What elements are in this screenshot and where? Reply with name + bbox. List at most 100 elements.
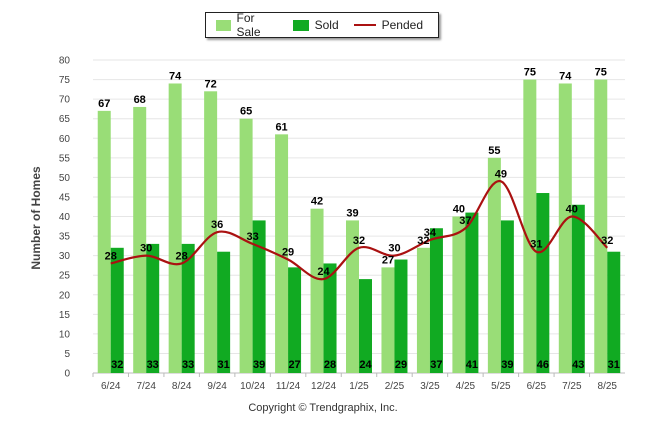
- x-tick-label: 1/25: [349, 381, 369, 392]
- sold-bar: [607, 251, 621, 373]
- sold-bar: [181, 243, 195, 373]
- legend-label-pended: Pended: [381, 18, 423, 32]
- legend-label-for-sale: For Sale: [236, 11, 261, 39]
- for-sale-bar: [275, 134, 289, 373]
- for-sale-data-label: 75: [524, 67, 536, 79]
- y-tick-label: 20: [59, 290, 71, 301]
- x-tick-label: 3/25: [420, 381, 440, 392]
- for-sale-data-label: 74: [559, 70, 572, 82]
- sold-bar: [465, 212, 479, 373]
- sold-bar: [536, 193, 550, 373]
- for-sale-bar: [204, 91, 218, 374]
- y-tick-label: 60: [59, 134, 71, 145]
- pended-data-label: 29: [282, 247, 294, 259]
- sold-data-label: 28: [324, 359, 336, 371]
- for-sale-bar: [168, 83, 182, 373]
- for-sale-bar: [594, 79, 608, 373]
- for-sale-bar: [346, 220, 359, 373]
- pended-data-label: 33: [246, 231, 258, 243]
- y-tick-label: 55: [59, 153, 71, 164]
- y-tick-label: 30: [59, 251, 71, 262]
- pended-data-label: 37: [459, 215, 471, 227]
- y-tick-label: 75: [59, 75, 71, 86]
- pended-data-label: 28: [105, 250, 117, 262]
- sold-data-label: 32: [111, 359, 123, 371]
- legend-item-sold[interactable]: Sold: [292, 18, 339, 32]
- y-tick-label: 15: [59, 310, 71, 321]
- for-sale-data-label: 61: [275, 121, 287, 133]
- sold-bar: [217, 251, 231, 373]
- y-tick-label: 65: [59, 114, 71, 125]
- x-tick-label: 12/24: [311, 381, 336, 392]
- copyright-credit: Copyright © Trendgraphix, Inc.: [248, 402, 398, 414]
- for-sale-data-label: 39: [346, 207, 358, 219]
- sold-data-label: 43: [572, 359, 584, 371]
- sold-data-label: 24: [359, 359, 372, 371]
- sold-bar: [359, 279, 372, 373]
- legend-item-for-sale[interactable]: For Sale: [216, 11, 278, 39]
- pended-data-label: 32: [601, 235, 613, 247]
- for-sale-bar: [310, 208, 324, 373]
- legend-item-pended[interactable]: Pended: [353, 18, 423, 32]
- sold-bar: [146, 243, 160, 373]
- sold-bar: [394, 259, 408, 373]
- y-tick-label: 10: [59, 329, 71, 340]
- y-tick-label: 80: [59, 56, 71, 67]
- y-tick-label: 70: [59, 95, 71, 106]
- pended-line-swatch-icon: [353, 24, 376, 26]
- for-sale-data-label: 68: [134, 94, 146, 106]
- for-sale-bar: [416, 247, 430, 373]
- for-sale-data-label: 75: [595, 67, 607, 79]
- sold-data-label: 31: [218, 359, 230, 371]
- for-sale-bar: [558, 83, 572, 373]
- pended-data-label: 34: [424, 227, 437, 239]
- for-sale-data-label: 67: [98, 98, 110, 110]
- sold-swatch-icon: [292, 19, 309, 31]
- pended-line: [110, 180, 609, 281]
- x-tick-label: 11/24: [276, 381, 301, 392]
- sold-bar: [323, 263, 337, 373]
- x-tick-label: 4/25: [456, 381, 476, 392]
- for-sale-data-label: 65: [240, 106, 252, 118]
- sold-bar: [571, 204, 585, 373]
- y-axis-label: Number of Homes: [29, 166, 43, 270]
- x-tick-label: 10/24: [240, 381, 265, 392]
- for-sale-data-label: 42: [311, 196, 323, 208]
- sold-bar: [288, 267, 302, 373]
- sold-bar: [110, 247, 124, 373]
- sold-data-label: 27: [288, 359, 300, 371]
- pended-data-label: 24: [317, 266, 330, 278]
- sold-bar: [429, 228, 443, 373]
- for-sale-data-label: 55: [488, 145, 500, 157]
- for-sale-data-label: 32: [417, 235, 429, 247]
- sold-data-label: 37: [430, 359, 442, 371]
- y-tick-label: 0: [64, 369, 70, 380]
- sold-data-label: 33: [182, 359, 194, 371]
- legend: For Sale Sold Pended: [205, 11, 439, 39]
- for-sale-bar: [523, 79, 537, 373]
- for-sale-data-label: 40: [453, 204, 465, 216]
- for-sale-bar: [239, 118, 253, 373]
- sold-data-label: 29: [395, 359, 407, 371]
- x-tick-label: 8/25: [598, 381, 618, 392]
- pended-data-label: 31: [530, 239, 542, 251]
- for-sale-bar: [487, 157, 501, 373]
- x-tick-label: 9/24: [207, 381, 227, 392]
- for-sale-bar: [97, 110, 111, 374]
- pended-data-label: 30: [388, 243, 400, 255]
- for-sale-bar: [133, 106, 147, 373]
- sold-bar: [500, 220, 514, 373]
- x-tick-label: 7/24: [136, 381, 156, 392]
- pended-data-label: 49: [495, 168, 507, 180]
- for-sale-data-label: 74: [169, 70, 182, 82]
- x-tick-label: 6/24: [101, 381, 121, 392]
- y-tick-label: 45: [59, 192, 71, 203]
- legend-label-sold: Sold: [314, 18, 339, 32]
- sold-data-label: 46: [537, 359, 549, 371]
- x-tick-label: 2/25: [385, 381, 405, 392]
- for-sale-bar: [381, 267, 395, 373]
- for-sale-bar: [452, 216, 466, 373]
- sold-data-label: 39: [253, 359, 265, 371]
